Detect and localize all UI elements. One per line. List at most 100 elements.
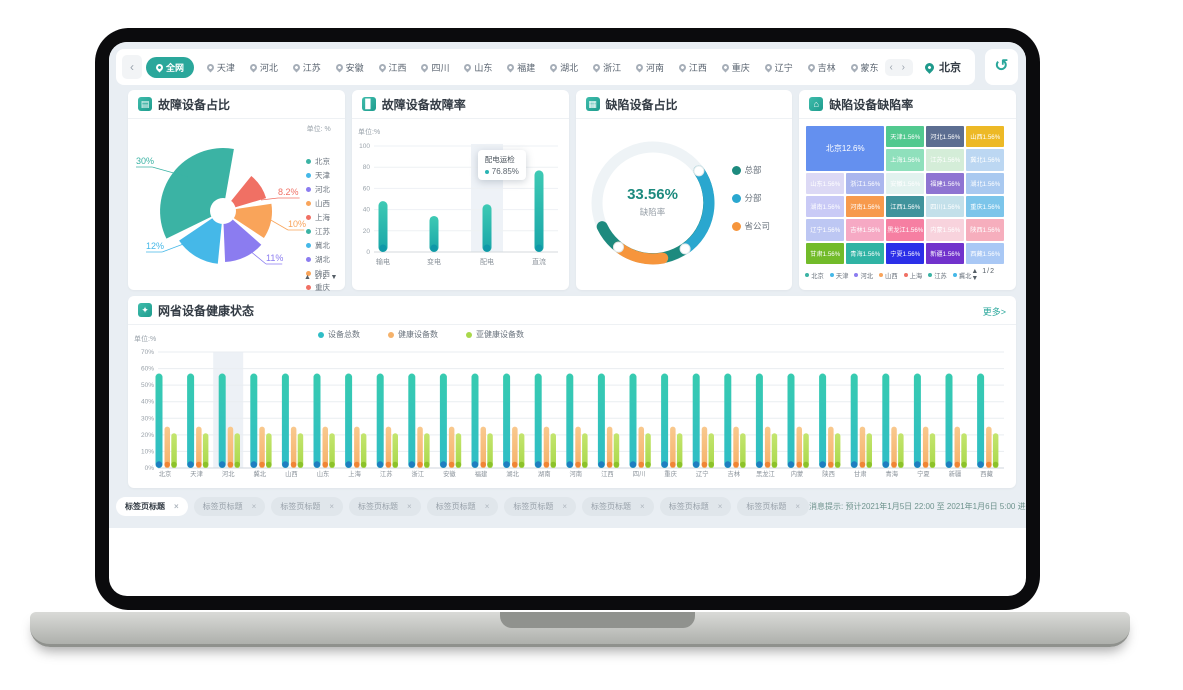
- treemap-cell[interactable]: 江西1.56%: [886, 196, 925, 218]
- treemap-cell[interactable]: 黑龙江1.56%: [886, 219, 925, 241]
- footer-tab[interactable]: 标签页标题 ×: [116, 497, 188, 516]
- region-chip-label: 安徽: [345, 62, 364, 73]
- region-chip[interactable]: 重庆: [720, 59, 752, 76]
- tab-close-icon[interactable]: ×: [562, 502, 568, 511]
- tab-close-icon[interactable]: ×: [717, 502, 723, 511]
- back-button[interactable]: ↺: [985, 49, 1018, 85]
- region-chip[interactable]: 四川: [419, 59, 451, 76]
- tab-close-icon[interactable]: ×: [795, 502, 801, 511]
- legend-item[interactable]: 山西: [879, 271, 898, 280]
- health-panel-icon: ✦: [138, 303, 152, 317]
- tab-close-icon[interactable]: ×: [174, 502, 179, 511]
- legend-item[interactable]: 湖北: [306, 254, 330, 265]
- region-chip[interactable]: 河北: [248, 59, 280, 76]
- region-chip[interactable]: 湖北: [548, 59, 580, 76]
- treemap-cell[interactable]: 冀北1.56%: [966, 149, 1005, 171]
- legend-item[interactable]: 北京: [306, 156, 330, 167]
- legend-item[interactable]: 冀北: [952, 271, 971, 280]
- legend-label: 设备总数: [328, 330, 360, 339]
- footer-tab[interactable]: 标签页标题 ×: [349, 497, 421, 516]
- region-chip[interactable]: 辽宁: [763, 59, 795, 76]
- region-chip[interactable]: 福建: [505, 59, 537, 76]
- location-pin-icon: [849, 62, 859, 72]
- treemap-cell[interactable]: 河南1.56%: [846, 196, 885, 218]
- treemap-cell[interactable]: 新疆1.56%: [926, 242, 965, 264]
- region-chip[interactable]: 江西: [377, 59, 409, 76]
- treemap-cell[interactable]: 江苏1.56%: [926, 149, 965, 171]
- legend-item[interactable]: 上海: [903, 271, 922, 280]
- treemap-cell[interactable]: 甘肃1.56%: [806, 242, 845, 264]
- tab-close-icon[interactable]: ×: [251, 502, 257, 511]
- region-chip[interactable]: 吉林: [806, 59, 838, 76]
- legend-item[interactable]: 总部: [731, 164, 771, 176]
- tab-close-icon[interactable]: ×: [640, 502, 645, 511]
- treemap-cell[interactable]: 辽宁1.56%: [806, 219, 845, 241]
- footer-tab[interactable]: 标签页标题 ×: [193, 497, 266, 516]
- footer-tab[interactable]: 标签页标题 ×: [659, 497, 732, 516]
- nav-scroll-left-button[interactable]: ‹: [122, 55, 142, 79]
- legend-item[interactable]: 上海: [306, 212, 330, 223]
- legend-item[interactable]: 江苏: [928, 271, 947, 280]
- legend-item[interactable]: 天津: [829, 271, 848, 280]
- treemap-cell[interactable]: 山东1.56%: [806, 172, 845, 194]
- treemap-cell[interactable]: 天津1.56%: [886, 126, 925, 148]
- treemap-cell[interactable]: 重庆1.56%: [966, 196, 1005, 218]
- legend-pager[interactable]: ▲ 1/2 ▼: [304, 274, 339, 281]
- treemap-cell[interactable]: 上海1.56%: [886, 149, 925, 171]
- legend-item[interactable]: 天津: [306, 170, 330, 181]
- legend-item[interactable]: 重庆: [306, 282, 330, 293]
- treemap-cell[interactable]: 山西1.56%: [966, 126, 1005, 148]
- legend-item[interactable]: 陕西: [306, 268, 330, 279]
- treemap-cell[interactable]: 青海1.56%: [846, 242, 885, 264]
- region-chip[interactable]: 全网: [146, 56, 195, 78]
- footer-tab[interactable]: 标签页标题 ×: [737, 497, 810, 516]
- tab-close-icon[interactable]: ×: [329, 502, 335, 511]
- tab-close-icon[interactable]: ×: [484, 502, 490, 511]
- treemap-cell[interactable]: 湖南1.56%: [806, 196, 845, 218]
- treemap-cell[interactable]: 湖北1.56%: [966, 172, 1005, 194]
- region-chip[interactable]: 江苏: [291, 59, 323, 76]
- legend-item[interactable]: 省公司: [731, 220, 770, 232]
- legend-item[interactable]: 山西: [306, 198, 330, 209]
- legend-pager[interactable]: ▲ 1/2 ▼: [971, 268, 996, 282]
- legend-item[interactable]: 分部: [731, 192, 771, 204]
- footer-tab[interactable]: 标签页标题 ×: [582, 497, 654, 516]
- treemap-cell[interactable]: 陕西1.56%: [966, 219, 1005, 241]
- region-chip[interactable]: 天津: [205, 59, 237, 76]
- region-chip[interactable]: 安徽: [334, 59, 366, 76]
- treemap-cell[interactable]: 河北1.56%: [926, 126, 965, 148]
- treemap-cell[interactable]: 西藏1.56%: [966, 242, 1005, 264]
- legend-item[interactable]: 江苏: [306, 226, 330, 237]
- treemap-cell[interactable]: 四川1.56%: [926, 196, 965, 218]
- footer-tab[interactable]: 标签页标题 ×: [271, 497, 344, 516]
- svg-text:福建: 福建: [475, 469, 488, 478]
- treemap-cell[interactable]: 北京12.6%: [806, 126, 885, 171]
- nav-scroll-pair-button[interactable]: ‹ ›: [884, 58, 913, 76]
- region-chip[interactable]: 蒙东: [849, 59, 881, 76]
- region-chip[interactable]: 河南: [634, 59, 666, 76]
- treemap-cell[interactable]: 宁夏1.56%: [886, 242, 925, 264]
- legend-item[interactable]: 健康设备数: [388, 329, 438, 340]
- svg-text:青海: 青海: [886, 469, 899, 478]
- legend-item[interactable]: 亚健康设备数: [466, 329, 524, 340]
- region-chip-list: 全网 天津 河北 江苏 安徽 江西 四川 山东 福建 湖北 浙江 河南 江西 重庆 辽宁 吉林 蒙东: [146, 56, 881, 78]
- region-chip[interactable]: 山东: [462, 59, 494, 76]
- legend-item[interactable]: 冀北: [306, 240, 330, 251]
- footer-tab[interactable]: 标签页标题 ×: [504, 497, 577, 516]
- treemap-cell[interactable]: 吉林1.56%: [846, 219, 885, 241]
- region-chip[interactable]: 江西: [677, 59, 709, 76]
- legend-item[interactable]: 河北: [306, 184, 330, 195]
- treemap-cell[interactable]: 浙江1.56%: [846, 172, 885, 194]
- footer-tab[interactable]: 标签页标题 ×: [426, 497, 499, 516]
- more-link[interactable]: 更多>: [982, 307, 1006, 317]
- region-chip[interactable]: 浙江: [591, 59, 623, 76]
- treemap-cell[interactable]: 福建1.56%: [926, 172, 965, 194]
- legend-item[interactable]: 北京: [805, 271, 824, 280]
- legend-item[interactable]: 设备总数: [318, 329, 360, 340]
- tab-close-icon[interactable]: ×: [407, 502, 412, 511]
- legend-item[interactable]: 河北: [854, 271, 873, 280]
- treemap-cell[interactable]: 安徽1.56%: [886, 172, 925, 194]
- region-chip-label: 江苏: [302, 62, 321, 73]
- treemap-cell[interactable]: 内蒙1.56%: [926, 219, 965, 241]
- current-city[interactable]: 北京: [917, 59, 969, 75]
